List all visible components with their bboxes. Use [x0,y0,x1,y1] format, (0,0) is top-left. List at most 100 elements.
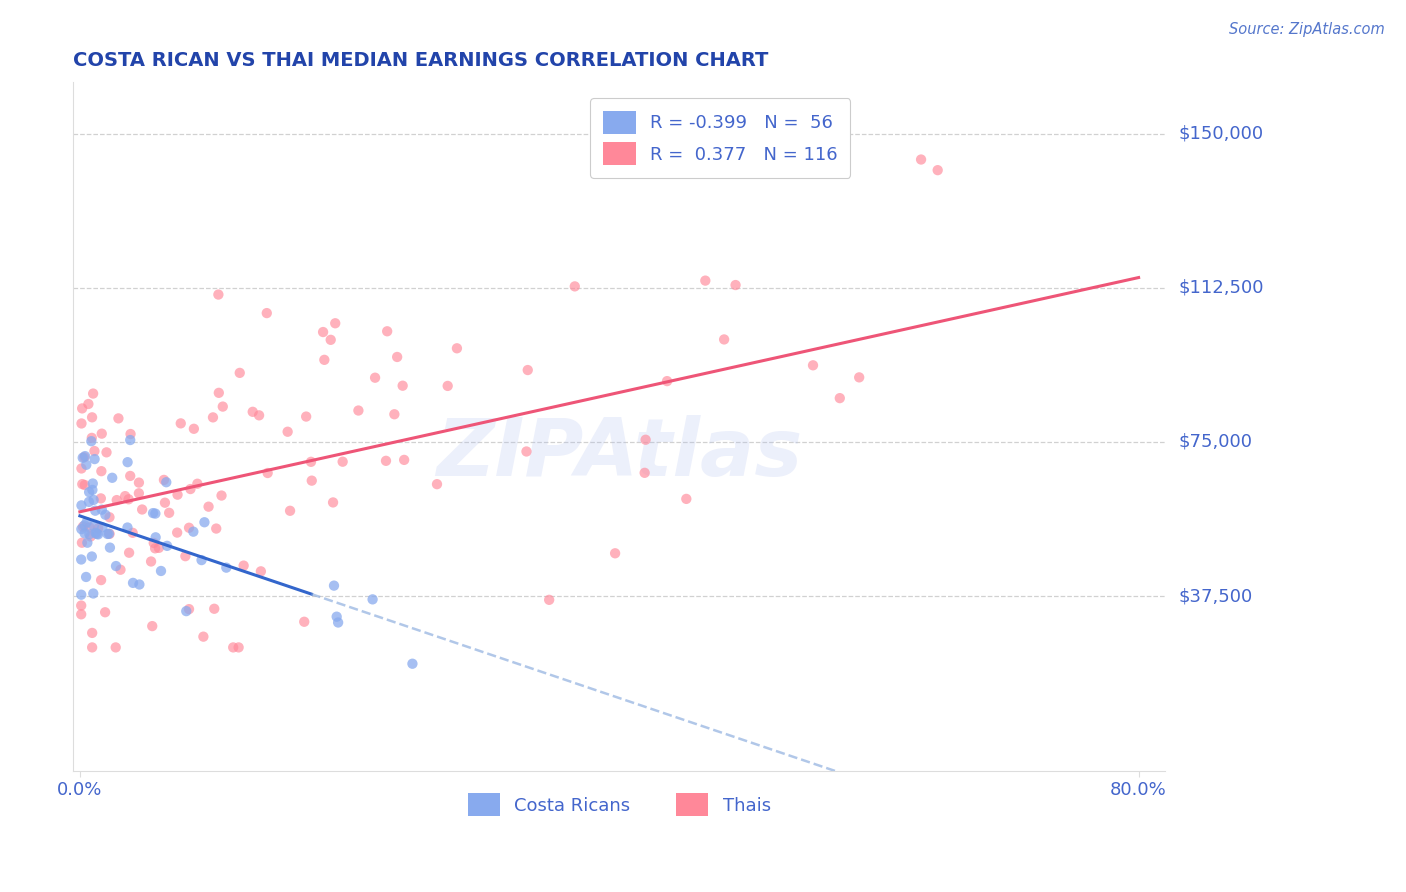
Text: COSTA RICAN VS THAI MEDIAN EARNINGS CORRELATION CHART: COSTA RICAN VS THAI MEDIAN EARNINGS CORR… [73,51,769,70]
Point [139,554,162,568]
Point [70,499,93,513]
Point [156,539,179,553]
Point [347,403,370,417]
Point [105,493,128,508]
Point [70,401,93,416]
Point [301,474,323,488]
Point [634,433,657,447]
Point [122,575,145,590]
Point [190,553,212,567]
Point [90,502,112,516]
Point [166,488,188,502]
Point [145,530,167,544]
Point [72,477,94,491]
Point [208,385,231,400]
Point [183,524,205,539]
Point [82,626,104,640]
Point [319,333,342,347]
Point [87,527,110,541]
Point [314,352,336,367]
Point [446,341,468,355]
Point [801,359,824,373]
Point [83,492,105,507]
Point [91,520,114,534]
Point [70,588,93,602]
Point [96,445,118,459]
Point [655,374,678,388]
Point [141,619,163,633]
Point [76,516,98,530]
Point [193,630,215,644]
Point [166,525,188,540]
Point [603,546,626,560]
Point [232,558,254,573]
Point [70,535,93,549]
Point [98,541,121,555]
Point [177,602,200,616]
Point [117,492,139,507]
Point [90,426,112,441]
Point [142,536,165,550]
Point [148,541,170,555]
Point [201,410,224,425]
Point [120,469,142,483]
Point [153,473,176,487]
Point [76,535,98,549]
Point [392,453,415,467]
Point [207,287,229,301]
Point [322,495,344,509]
Point [73,526,96,541]
Point [211,489,233,503]
Point [848,370,870,384]
Point [564,279,586,293]
Point [77,397,100,411]
Point [96,527,118,541]
Point [332,455,354,469]
Point [90,573,112,587]
Point [82,476,104,491]
Point [118,546,141,560]
Point [150,564,173,578]
Point [105,559,128,574]
Point [292,615,315,629]
Point [84,525,107,540]
Point [82,640,104,655]
Point [724,278,747,293]
Point [401,657,423,671]
Point [183,422,205,436]
Point [382,407,405,421]
Point [361,592,384,607]
Text: $37,500: $37,500 [1180,587,1253,605]
Point [516,363,538,377]
Point [90,491,112,506]
Point [83,452,105,467]
Point [364,370,387,384]
Point [295,409,318,424]
Point [323,316,346,330]
Point [177,521,200,535]
Point [83,444,105,458]
Point [142,506,165,520]
Point [90,464,112,478]
Point [87,521,110,535]
Point [80,434,103,449]
Point [75,570,97,584]
Point [170,417,193,431]
Point [70,552,93,566]
Point [70,417,93,431]
Point [104,640,127,655]
Point [205,522,228,536]
Point [375,454,398,468]
Point [538,592,561,607]
Point [84,504,107,518]
Point [193,515,215,529]
Point [153,496,176,510]
Point [70,607,93,622]
Point [86,527,108,541]
Text: $112,500: $112,500 [1180,279,1264,297]
Point [242,405,264,419]
Point [128,577,150,591]
Point [675,491,697,506]
Point [143,541,166,556]
Point [120,427,142,442]
